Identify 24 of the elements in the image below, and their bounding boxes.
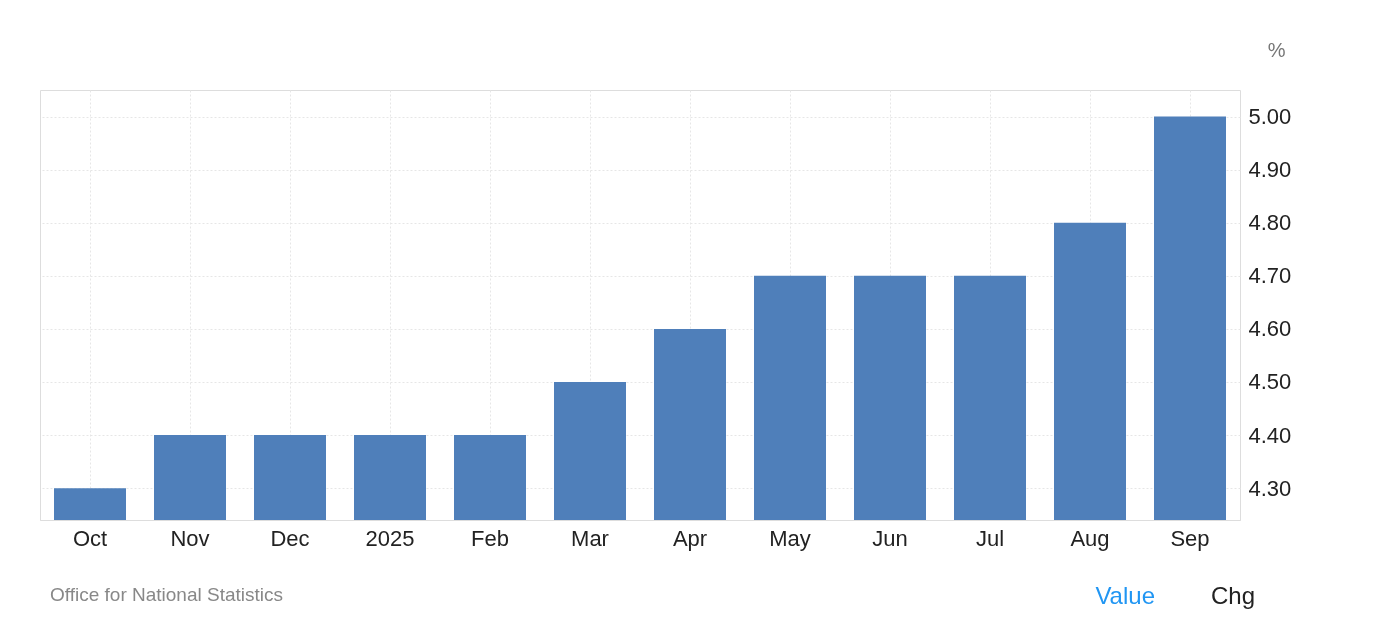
y-tick-label: 4.30 — [1248, 475, 1292, 501]
y-tick-label: 4.50 — [1248, 369, 1292, 395]
y-tick-label: 4.80 — [1248, 210, 1292, 236]
x-tick-label: Oct — [72, 525, 108, 551]
y-tick-label: 4.70 — [1248, 263, 1292, 289]
x-tick-label: May — [769, 525, 811, 551]
y-tick-label: 4.40 — [1248, 422, 1292, 448]
x-tick-label: Sep — [1170, 525, 1210, 551]
x-tick-label: Jul — [975, 525, 1005, 551]
y-axis-title: % — [1267, 38, 1286, 61]
y-tick-label: 5.00 — [1248, 104, 1292, 130]
x-tick-label: Mar — [571, 525, 609, 551]
text: Office for National Statistics — [50, 584, 284, 605]
x-tick-label: Aug — [1070, 525, 1110, 551]
x-tick-label: Apr — [672, 525, 708, 551]
x-tick-label: 2025 — [365, 525, 415, 551]
x-tick-label: Dec — [270, 525, 310, 551]
text: Chg — [1210, 582, 1255, 609]
text: Value — [1095, 582, 1155, 609]
y-tick-label: 4.60 — [1248, 316, 1292, 342]
x-tick-label: Nov — [170, 525, 210, 551]
y-tick-label: 4.90 — [1248, 157, 1292, 183]
x-tick-label: Jun — [872, 525, 908, 551]
x-tick-label: Feb — [471, 525, 509, 551]
